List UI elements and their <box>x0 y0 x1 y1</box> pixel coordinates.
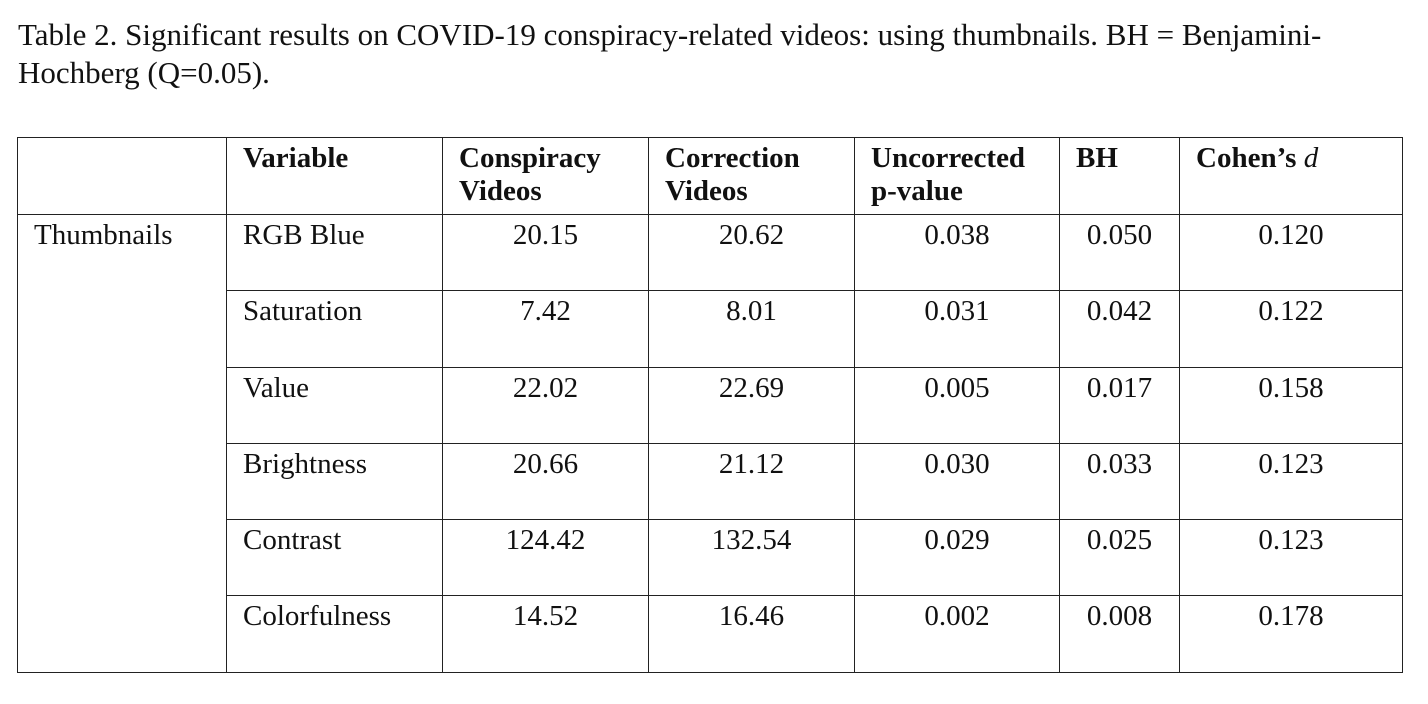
header-label: Cohen’s <box>1196 142 1297 174</box>
value-cell: 20.62 <box>648 213 855 292</box>
data-row: Brightness 20.66 21.12 0.030 0.033 0.123 <box>18 442 1403 521</box>
value-cell: 20.15 <box>442 213 649 292</box>
value-cell: 22.02 <box>442 366 649 444</box>
value-cell: 20.66 <box>442 442 649 521</box>
data-row: Value 22.02 22.69 0.005 0.017 0.158 <box>18 366 1403 444</box>
value-cell: 0.042 <box>1059 290 1180 368</box>
variable-cell: Saturation <box>226 290 443 368</box>
value-cell: 0.158 <box>1179 366 1403 444</box>
value-cell: 132.54 <box>648 519 855 597</box>
header-cell: BH <box>1059 137 1180 215</box>
variable-cell: Value <box>226 366 443 444</box>
value-cell: 0.123 <box>1179 519 1403 597</box>
value-cell: 0.178 <box>1179 595 1403 673</box>
value-cell: 0.017 <box>1059 366 1180 444</box>
value-cell: 8.01 <box>648 290 855 368</box>
variable-cell: Brightness <box>226 442 443 521</box>
value-cell: 14.52 <box>442 595 649 673</box>
group-cell: Thumbnails <box>17 214 227 673</box>
header-symbol: d <box>1303 142 1319 174</box>
table-caption: Table 2. Significant results on COVID-19… <box>18 17 1322 90</box>
value-cell: 0.123 <box>1179 442 1403 521</box>
variable-cell: RGB Blue <box>226 213 443 292</box>
data-row: Thumbnails RGB Blue 20.15 20.62 0.038 0.050 0.… <box>17 213 1403 673</box>
variable-cell: Colorfulness <box>226 595 443 673</box>
header-cell: Conspiracy Videos <box>442 137 649 215</box>
value-cell: 0.120 <box>1179 213 1403 292</box>
header-cell: Uncorrected p-value <box>854 137 1060 215</box>
value-cell: 0.029 <box>854 519 1060 597</box>
variable-cell: Contrast <box>226 519 443 597</box>
table-body: Thumbnails RGB Blue 20.15 20.62 0.038 0.050 0.… <box>17 213 1403 673</box>
data-row: Contrast 124.42 132.54 0.029 0.025 0.123 <box>18 519 1403 597</box>
header-cell: Correction Videos <box>648 137 855 215</box>
value-cell: 0.008 <box>1059 595 1180 673</box>
value-cell: 16.46 <box>648 595 855 673</box>
value-cell: 0.030 <box>854 442 1060 521</box>
value-cell: 0.025 <box>1059 519 1180 597</box>
value-cell: 0.033 <box>1059 442 1180 521</box>
value-cell: 22.69 <box>648 366 855 444</box>
header-cell <box>17 137 227 215</box>
header-cell: Cohen’s d <box>1179 137 1403 215</box>
value-cell: 124.42 <box>442 519 649 597</box>
value-cell: 21.12 <box>648 442 855 521</box>
value-cell: 0.031 <box>854 290 1060 368</box>
value-cell: 0.122 <box>1179 290 1403 368</box>
value-cell: 7.42 <box>442 290 649 368</box>
value-cell: 0.005 <box>854 366 1060 444</box>
header-row: Variable Conspiracy Videos Correction Vide… <box>17 137 1403 215</box>
header-cell: Variable <box>226 137 443 215</box>
value-cell: 0.038 <box>854 213 1060 292</box>
value-cell: 0.002 <box>854 595 1060 673</box>
data-row: Colorfulness 14.52 16.46 0.002 0.008 0.178 <box>18 595 1403 673</box>
results-table: Variable Conspiracy Videos Correction Vide… <box>17 137 1403 673</box>
value-cell: 0.050 <box>1059 213 1180 292</box>
